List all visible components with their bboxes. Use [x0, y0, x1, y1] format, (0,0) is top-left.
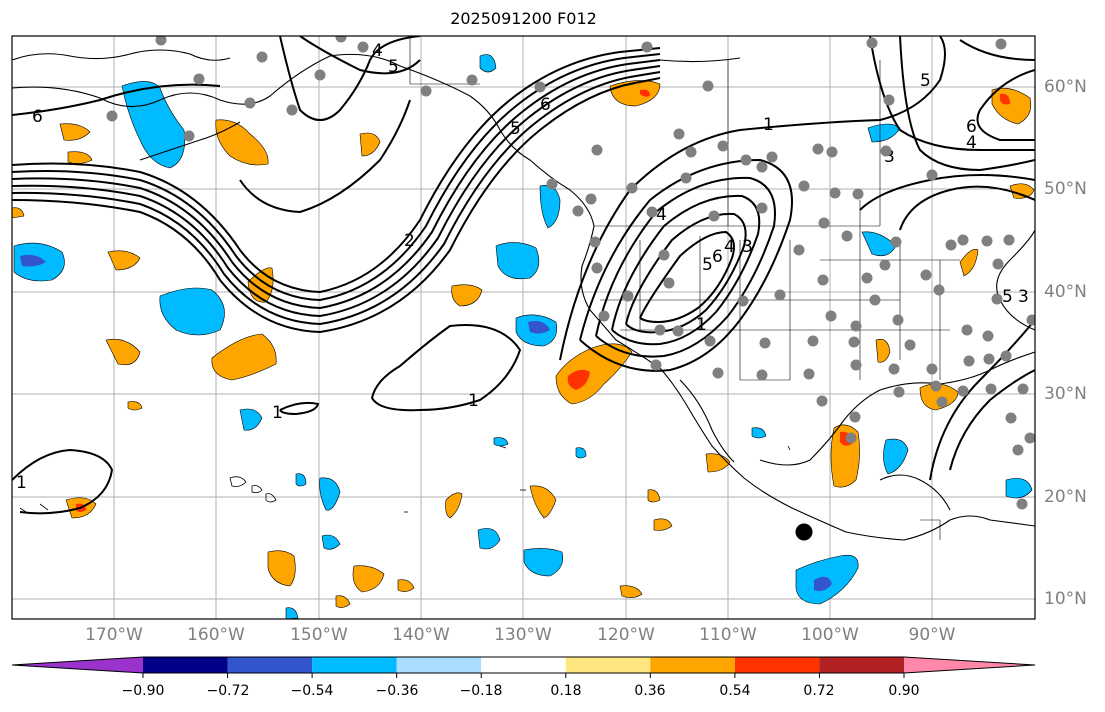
lon-label: 110°W	[699, 625, 757, 645]
colorbar-segment	[734, 657, 820, 673]
contour-label: 3	[884, 147, 895, 167]
lon-label: 130°W	[494, 625, 552, 645]
contour-label: 3	[742, 237, 753, 257]
colorbar-ticks	[142, 673, 905, 678]
contour-label: 1	[468, 391, 479, 411]
lon-label: 140°W	[392, 625, 450, 645]
colorbar-segments	[11, 656, 1036, 674]
colorbar-segment	[650, 657, 735, 673]
lat-label: 20°N	[1044, 487, 1087, 507]
colorbar-segment	[481, 657, 566, 673]
highlight-point	[795, 523, 813, 541]
lat-label: 50°N	[1044, 179, 1087, 199]
plot-frame	[11, 35, 1036, 620]
contour-label: 4	[372, 41, 383, 61]
colorbar-segment	[565, 657, 651, 673]
colorbar-tick-label: 0.90	[888, 683, 920, 699]
contour-label: 5	[702, 255, 713, 275]
contour-label: 3	[1018, 287, 1029, 307]
colorbar-segment	[312, 657, 397, 673]
colorbar-segment	[904, 657, 1035, 673]
contour-label: 6	[32, 107, 43, 127]
colorbar-tick-label: 0.36	[634, 683, 666, 699]
colorbar-tick-label: 0.54	[719, 683, 751, 699]
lat-label: 40°N	[1044, 282, 1087, 302]
colorbar-segment	[12, 657, 143, 673]
contour-label: 5	[1002, 287, 1013, 307]
contour-label: 6	[540, 95, 551, 115]
colorbar-segment	[227, 657, 313, 673]
colorbar	[11, 656, 1036, 678]
lon-label: 100°W	[801, 625, 859, 645]
gridlines	[12, 36, 1035, 619]
contour-label: 4	[966, 133, 977, 153]
state-borders	[409, 36, 960, 540]
contour-label: 6	[966, 117, 977, 137]
contour-label: 5	[388, 57, 399, 77]
colorbar-tick-label: −0.36	[375, 683, 419, 699]
contour-lines	[12, 36, 1035, 515]
colorbar-segment	[143, 657, 228, 673]
lon-label: 160°W	[187, 625, 245, 645]
negative-anomaly-areas	[13, 54, 1033, 619]
colorbar-segment	[819, 657, 904, 673]
colorbar-segment	[396, 657, 482, 673]
colorbar-tick-label: 0.18	[550, 683, 582, 699]
map-plot: 6 5 4 6 5 1 6 5 3 4 1 1 1 4 3 1 5 2 3 4 …	[11, 35, 1036, 620]
lon-label: 150°W	[290, 625, 348, 645]
station-dots	[106, 36, 1035, 510]
positive-anomaly-areas	[12, 80, 1035, 608]
islands	[19, 445, 791, 513]
lon-label: 170°W	[85, 625, 143, 645]
colorbar-tick-label: −0.72	[206, 683, 250, 699]
contour-label: 5	[510, 119, 521, 139]
lon-label: 90°W	[908, 625, 956, 645]
lat-label: 10°N	[1044, 589, 1087, 609]
map-title: 2025091200 F012	[450, 9, 597, 28]
contour-label: 1	[696, 315, 707, 335]
contour-label: 1	[763, 115, 774, 135]
contour-label: 5	[920, 71, 931, 91]
contour-label-group: 6 5 4 6 5 1 6 5 3 4 1 1 1 4 3 1 5 2 3 4 …	[16, 41, 1029, 493]
colorbar-tick-label: −0.90	[121, 683, 165, 699]
contour-label: 1	[272, 403, 283, 423]
colorbar-tick-label: 0.72	[803, 683, 835, 699]
lon-label: 120°W	[597, 625, 655, 645]
colorbar-tick-label: −0.18	[459, 683, 503, 699]
lat-label: 30°N	[1044, 384, 1087, 404]
contour-label: 2	[404, 231, 415, 251]
contour-label: 4	[656, 205, 667, 225]
contour-label: 4	[724, 237, 735, 257]
contour-label: 6	[712, 247, 723, 267]
colorbar-tick-label: −0.54	[290, 683, 334, 699]
contour-label: 1	[16, 473, 27, 493]
lat-label: 60°N	[1044, 77, 1087, 97]
